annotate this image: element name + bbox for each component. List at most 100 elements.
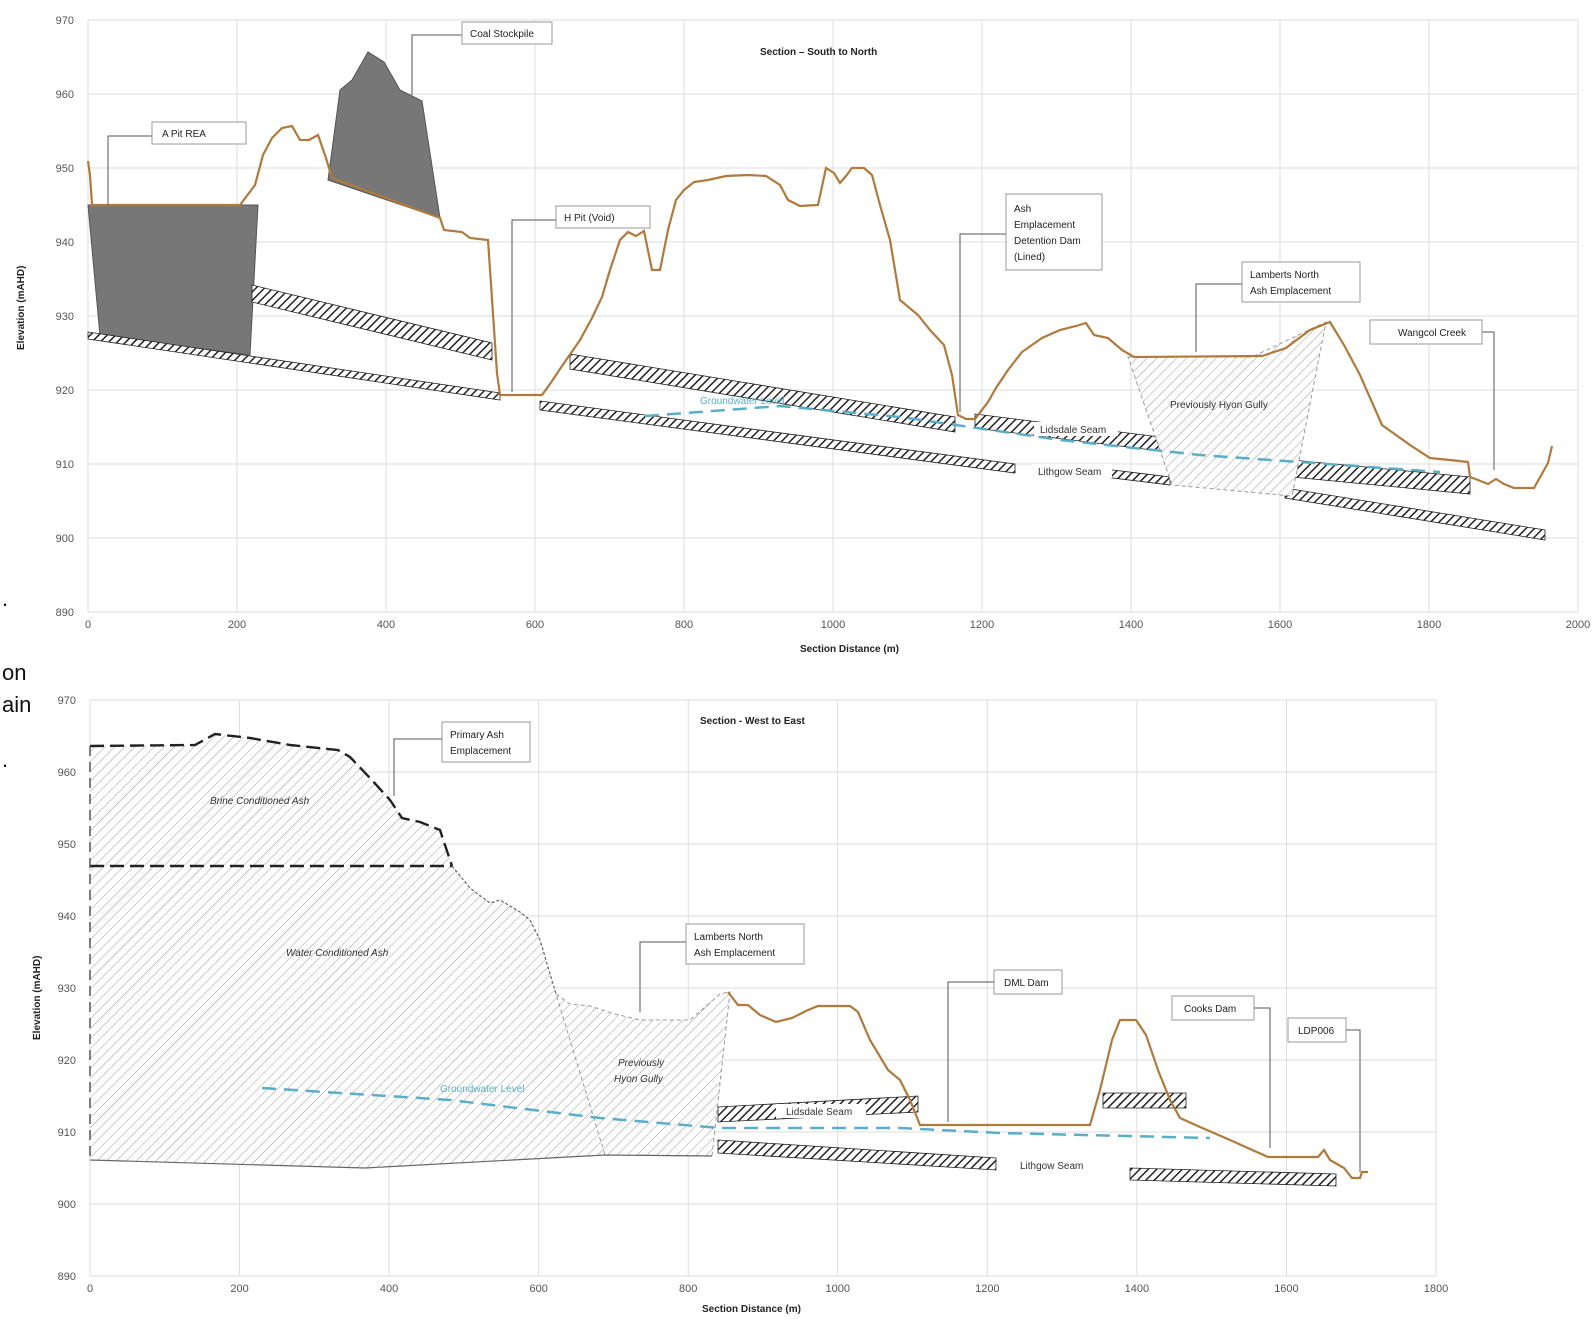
chart2-ash-outline-top (89, 732, 454, 867)
chart2-y-axis-title: Elevation (mAHD) (32, 956, 43, 1040)
chart2-groundwater-line (261, 1086, 1211, 1140)
chart1-y-tick-label: 920 (56, 385, 74, 397)
chart1-terrain-line (86, 124, 1554, 490)
svg-text:Lidsdale Seam: Lidsdale Seam (1040, 425, 1106, 436)
callout-ldp006: LDP006 (1287, 1017, 1361, 1172)
chart2-x-tick-label: 0 (87, 1283, 93, 1295)
svg-text:H Pit (Void): H Pit (Void) (564, 213, 615, 224)
chart2-terrain-line (727, 991, 1368, 1180)
chart2-brine-label: Brine Conditioned Ash (210, 796, 310, 807)
callout-lamberts-north-1: Lamberts North Ash Emplacement (1195, 261, 1361, 352)
svg-text:Lamberts North: Lamberts North (694, 932, 763, 943)
svg-text:(Lined): (Lined) (1014, 252, 1045, 263)
edge-fragment-1: . (2, 586, 8, 611)
chart1-x-tick-label: 400 (377, 619, 395, 631)
chart2-y-tick-label: 900 (58, 1199, 76, 1211)
chart1-y-tick-label: 950 (56, 163, 74, 175)
svg-text:Coal Stockpile: Coal Stockpile (470, 29, 534, 40)
svg-text:Wangcol Creek: Wangcol Creek (1398, 328, 1467, 339)
callout-wangcol-creek: Wangcol Creek (1369, 319, 1495, 470)
chart1-x-tick-label: 1000 (821, 619, 845, 631)
callout-cooks-dam: Cooks Dam (1171, 995, 1271, 1148)
chart2-y-ticks: 890 900 910 920 930 940 950 960 970 (58, 695, 76, 1283)
chart2-hyon-label-1: Previously (618, 1058, 665, 1069)
callout-ash-detention-dam: Ash Emplacement Detention Dam (Lined) (959, 193, 1103, 412)
chart1-groundwater-label: Groundwater Level (700, 396, 785, 407)
callout-a-pit-rea: A Pit REA (107, 121, 247, 205)
chart-south-north: 890 900 910 920 930 940 950 960 970 0 200 400 600 80… (16, 15, 1590, 655)
callout-coal-stockpile: Coal Stockpile (411, 21, 553, 95)
chart1-x-tick-label: 600 (526, 619, 544, 631)
chart1-lidsdale-label: Lidsdale Seam (1034, 422, 1118, 436)
svg-text:Lamberts North: Lamberts North (1250, 270, 1319, 281)
edge-fragment-4: . (2, 747, 8, 772)
svg-text:Lithgow Seam: Lithgow Seam (1020, 1161, 1083, 1172)
chart2-x-tick-label: 1400 (1125, 1283, 1149, 1295)
chart1-y-tick-label: 960 (56, 89, 74, 101)
chart2-x-tick-label: 1600 (1274, 1283, 1298, 1295)
callout-lamberts-north-2: Lamberts North Ash Emplacement (639, 923, 805, 1012)
svg-text:Ash Emplacement: Ash Emplacement (694, 948, 775, 959)
svg-text:Cooks Dam: Cooks Dam (1184, 1004, 1236, 1015)
svg-text:Lithgow Seam: Lithgow Seam (1038, 467, 1101, 478)
chart2-hyon-gully-area (555, 991, 731, 1157)
chart1-hyon-label: Previously Hyon Gully (1170, 400, 1268, 411)
chart1-y-tick-label: 970 (56, 15, 74, 27)
chart2-x-ticks: 0 200 400 600 800 1000 1200 1400 1600 1800 (87, 1283, 1448, 1295)
chart2-x-tick-label: 800 (679, 1283, 697, 1295)
svg-text:A Pit REA: A Pit REA (162, 129, 206, 140)
svg-text:Ash: Ash (1014, 204, 1031, 215)
chart2-y-tick-label: 930 (58, 983, 76, 995)
chart1-y-tick-label: 940 (56, 237, 74, 249)
chart2-x-tick-label: 200 (230, 1283, 248, 1295)
chart2-y-tick-label: 890 (58, 1271, 76, 1283)
a-pit-rea-block (87, 204, 259, 356)
edge-fragment-3: ain (2, 692, 31, 717)
chart2-hyon-label-2: Hyon Gully (614, 1074, 664, 1085)
chart2-title: Section - West to East (700, 716, 806, 727)
chart2-ash-slope (451, 865, 557, 995)
svg-text:Emplacement: Emplacement (1014, 220, 1075, 231)
chart2-lidsdale-seam-b (1102, 1092, 1187, 1109)
chart2-y-tick-label: 940 (58, 911, 76, 923)
chart1-x-tick-label: 0 (85, 619, 91, 631)
chart2-y-tick-label: 950 (58, 839, 76, 851)
chart1-y-tick-label: 890 (56, 607, 74, 619)
chart2-x-tick-label: 400 (380, 1283, 398, 1295)
chart2-x-tick-label: 1800 (1424, 1283, 1448, 1295)
chart2-x-tick-label: 600 (529, 1283, 547, 1295)
chart1-y-tick-label: 930 (56, 311, 74, 323)
chart1-y-axis-title: Elevation (mAHD) (16, 266, 27, 350)
left-edge-fragments: . on ain . (2, 586, 31, 772)
chart1-seam-a (87, 331, 501, 401)
chart1-x-tick-label: 1200 (970, 619, 994, 631)
chart-west-east: 890 900 910 920 930 940 950 960 970 0 200 400 600 80… (32, 695, 1448, 1315)
chart1-y-tick-label: 910 (56, 459, 74, 471)
svg-text:Lidsdale Seam: Lidsdale Seam (786, 1107, 852, 1118)
callout-h-pit-void: H Pit (Void) (511, 205, 651, 392)
chart1-x-tick-label: 1600 (1268, 619, 1292, 631)
svg-text:Primary Ash: Primary Ash (450, 730, 504, 741)
chart1-y-ticks: 890 900 910 920 930 940 950 960 970 (56, 15, 74, 619)
chart2-groundwater-label: Groundwater Level (440, 1084, 525, 1095)
callout-dml-dam: DML Dam (947, 969, 1063, 1122)
chart2-water-label: Water Conditioned Ash (286, 948, 389, 959)
chart1-grid (87, 19, 1579, 613)
chart1-x-axis-title: Section Distance (m) (800, 644, 899, 655)
chart2-y-tick-label: 910 (58, 1127, 76, 1139)
chart1-x-ticks: 0 200 400 600 800 1000 1200 1400 1600 1800 2000 (85, 619, 1590, 631)
chart2-water-ash-area (90, 866, 605, 1168)
chart1-title: Section – South to North (760, 47, 877, 58)
svg-text:DML Dam: DML Dam (1004, 978, 1049, 989)
svg-text:Detention Dam: Detention Dam (1014, 236, 1081, 247)
svg-text:Emplacement: Emplacement (450, 746, 511, 757)
chart2-brine-ash-area (90, 734, 452, 866)
chart2-lidsdale-label: Lidsdale Seam (776, 1104, 866, 1118)
chart2-y-tick-label: 970 (58, 695, 76, 707)
chart2-y-tick-label: 920 (58, 1055, 76, 1067)
chart2-y-tick-label: 960 (58, 767, 76, 779)
chart2-x-tick-label: 1200 (975, 1283, 999, 1295)
chart1-x-tick-label: 2000 (1566, 619, 1590, 631)
coal-stockpile-shape (327, 51, 441, 219)
